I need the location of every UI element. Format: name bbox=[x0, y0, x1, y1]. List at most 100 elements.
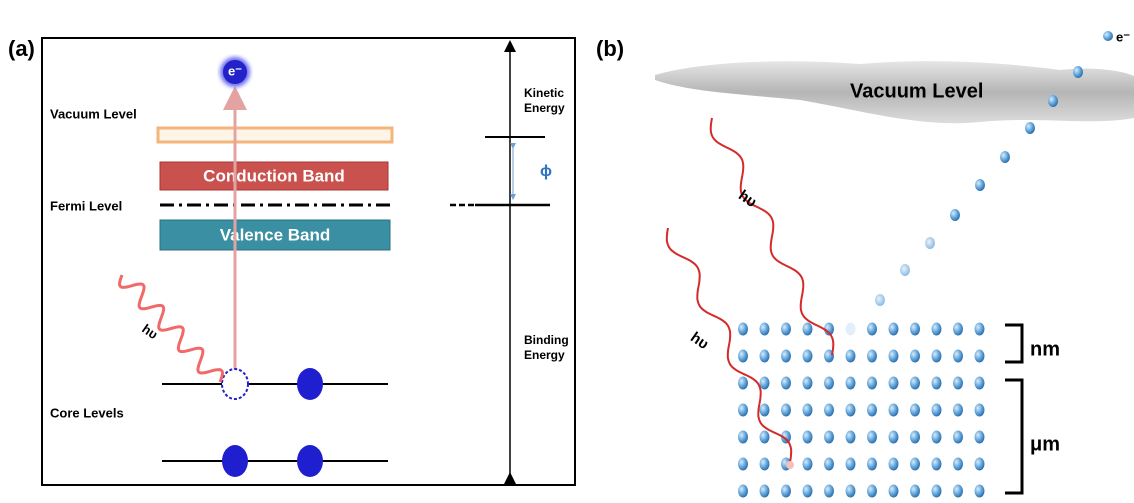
emitted-electron bbox=[1103, 31, 1113, 41]
photon-wave bbox=[120, 275, 223, 382]
atom bbox=[975, 485, 985, 498]
atom bbox=[889, 350, 899, 363]
emitted-electron bbox=[950, 209, 960, 221]
atom bbox=[738, 323, 748, 336]
atom bbox=[910, 404, 920, 417]
atom bbox=[889, 485, 899, 498]
atom bbox=[932, 431, 942, 444]
atom bbox=[975, 404, 985, 417]
atom bbox=[953, 323, 963, 336]
atom bbox=[889, 377, 899, 390]
atom bbox=[932, 485, 942, 498]
atom bbox=[781, 377, 791, 390]
atom bbox=[846, 350, 856, 363]
depth-bracket bbox=[1005, 325, 1022, 362]
atom bbox=[867, 431, 877, 444]
fermi-level-label: Fermi Level bbox=[50, 198, 122, 213]
vacuum-band bbox=[158, 128, 392, 142]
atom bbox=[781, 485, 791, 498]
atom bbox=[760, 431, 770, 444]
atom bbox=[932, 350, 942, 363]
atom bbox=[846, 485, 856, 498]
atom bbox=[932, 323, 942, 336]
electron-label: e⁻ bbox=[1116, 29, 1130, 44]
photon-wave bbox=[711, 118, 834, 355]
emitted-electron bbox=[900, 264, 910, 276]
atom bbox=[803, 350, 813, 363]
atom bbox=[803, 323, 813, 336]
atom bbox=[867, 323, 877, 336]
atom bbox=[953, 377, 963, 390]
core-electron bbox=[297, 368, 323, 400]
atom bbox=[760, 485, 770, 498]
diagram: (a) Vacuum Level Conduction Band Fermi L… bbox=[0, 0, 1134, 503]
atom bbox=[975, 458, 985, 471]
atom bbox=[953, 431, 963, 444]
atom bbox=[760, 377, 770, 390]
atom bbox=[738, 485, 748, 498]
depth-label: nm bbox=[1030, 338, 1060, 360]
work-function-label: ϕ bbox=[540, 163, 552, 180]
atom bbox=[824, 431, 834, 444]
core-electron bbox=[222, 445, 248, 477]
emitted-electron bbox=[875, 294, 885, 306]
page: (a) Vacuum Level Conduction Band Fermi L… bbox=[0, 0, 1134, 503]
emitted-electron bbox=[975, 179, 985, 191]
atom bbox=[910, 485, 920, 498]
atom bbox=[824, 458, 834, 471]
kinetic-energy-label: Kinetic Energy bbox=[524, 86, 584, 116]
emitted-electron bbox=[1073, 66, 1083, 78]
atom bbox=[889, 404, 899, 417]
atom bbox=[846, 404, 856, 417]
atom bbox=[760, 404, 770, 417]
atom bbox=[910, 458, 920, 471]
atom bbox=[846, 431, 856, 444]
atom bbox=[867, 404, 877, 417]
atom bbox=[803, 431, 813, 444]
atom bbox=[975, 431, 985, 444]
atom bbox=[781, 404, 791, 417]
atom bbox=[738, 350, 748, 363]
atom bbox=[867, 458, 877, 471]
absorption-spot bbox=[786, 461, 794, 469]
vacuum-level-label: Vacuum Level bbox=[50, 106, 137, 121]
atom bbox=[910, 350, 920, 363]
panel-label: (a) bbox=[8, 36, 35, 61]
emitted-electron bbox=[1000, 151, 1010, 163]
depth-bracket bbox=[1005, 380, 1022, 493]
atom bbox=[910, 431, 920, 444]
atom bbox=[932, 404, 942, 417]
atom bbox=[932, 458, 942, 471]
atom bbox=[803, 404, 813, 417]
atom bbox=[760, 458, 770, 471]
atom bbox=[953, 350, 963, 363]
atom bbox=[824, 404, 834, 417]
atom bbox=[867, 485, 877, 498]
atom bbox=[738, 377, 748, 390]
atom bbox=[824, 485, 834, 498]
hole bbox=[222, 369, 248, 399]
emitted-electron bbox=[1048, 95, 1058, 107]
atom bbox=[738, 458, 748, 471]
atom bbox=[975, 377, 985, 390]
atom bbox=[824, 377, 834, 390]
atom bbox=[953, 404, 963, 417]
core-levels-label: Core Levels bbox=[50, 405, 124, 420]
atom bbox=[760, 350, 770, 363]
atom bbox=[846, 458, 856, 471]
atom bbox=[975, 350, 985, 363]
panel-label: (b) bbox=[596, 36, 624, 61]
atom bbox=[781, 350, 791, 363]
atom bbox=[846, 377, 856, 390]
binding-energy-label: Binding Energy bbox=[524, 333, 584, 363]
photon-wave bbox=[667, 228, 791, 462]
depth-label: μm bbox=[1030, 433, 1060, 455]
atom bbox=[953, 458, 963, 471]
emitted-electron bbox=[1025, 122, 1035, 134]
atom bbox=[846, 323, 856, 336]
core-electron bbox=[297, 445, 323, 477]
atom bbox=[889, 323, 899, 336]
atom bbox=[803, 485, 813, 498]
atom bbox=[975, 323, 985, 336]
atom bbox=[781, 323, 791, 336]
